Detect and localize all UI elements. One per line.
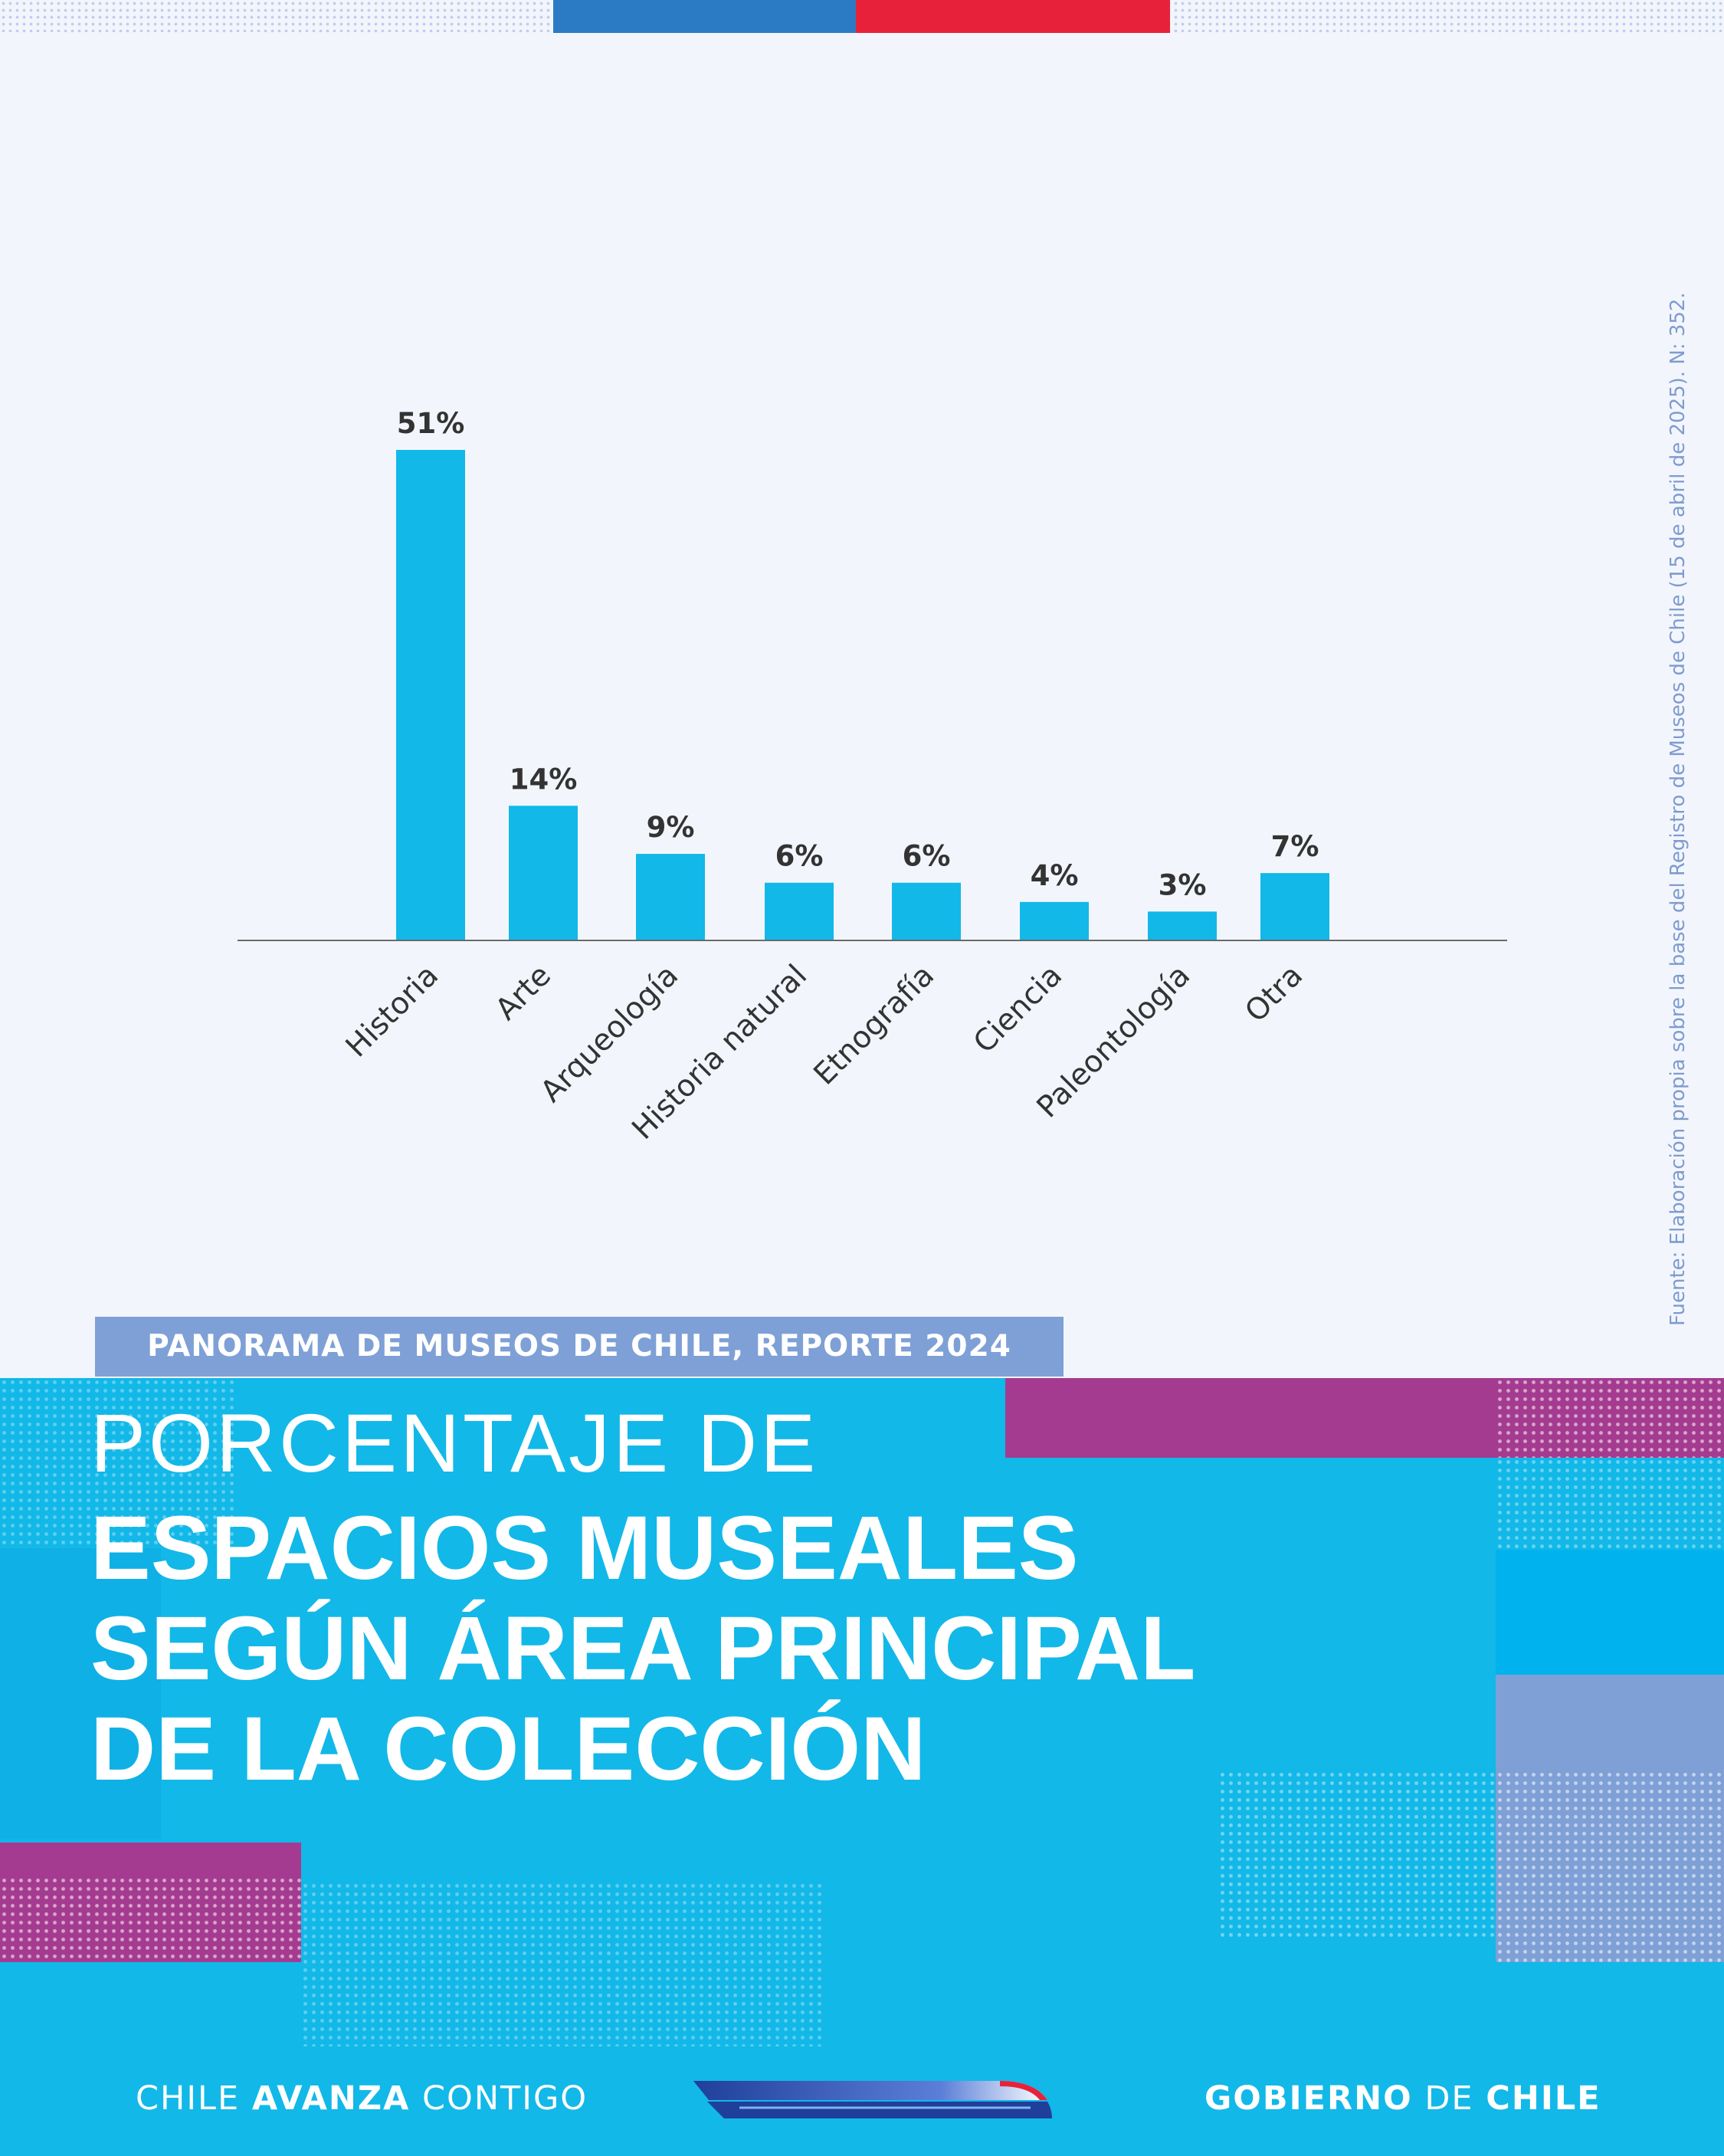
banner-deco-periwinkle-dots <box>1496 1770 1724 1962</box>
banner-deco-magenta-bottom-dots <box>0 1876 301 1962</box>
title-line-1: PORCENTAJE DE <box>90 1396 819 1489</box>
value-label-arte: 14% <box>510 763 578 796</box>
category-label-otra: Otra <box>1238 958 1309 1029</box>
train-swoosh-logo-icon <box>693 2081 1052 2118</box>
source-note: Fuente: Elaboración propia sobre la base… <box>1667 292 1690 1326</box>
value-label-arqueologia: 9% <box>647 811 695 844</box>
category-label-historia: Historia <box>339 958 445 1064</box>
banner-deco-bottom-dots <box>301 1882 826 2046</box>
bars-group <box>396 450 1329 940</box>
footer-slogan: CHILE AVANZA CONTIGO <box>136 2079 588 2118</box>
category-label-etnografia: Etnografía <box>808 958 941 1091</box>
bar-chart: 51%14%9%6% 6%4% 3%7% Historia ArteArqueolog… <box>238 407 1507 1147</box>
value-label-etnografia: 6% <box>903 840 951 873</box>
flag-red-bar <box>856 0 1170 33</box>
bar-paleontologia <box>1148 911 1217 940</box>
banner-deco-magenta-top <box>1005 1378 1496 1458</box>
title-line-2: ESPACIOS MUSEALES <box>90 1498 1079 1599</box>
report-tag: PANORAMA DE MUSEOS DE CHILE, REPORTE 202… <box>95 1317 1064 1377</box>
footer-slogan-part-2: AVANZA <box>251 2079 411 2118</box>
footer-government-part-2: DE <box>1412 2079 1486 2118</box>
banner-deco-magenta-bottom <box>0 1843 301 1876</box>
category-label-ciencia: Ciencia <box>967 958 1069 1060</box>
bar-historia <box>396 450 465 940</box>
banner-deco-right-dots <box>1496 1458 1724 1550</box>
category-label-arte: Arte <box>489 958 558 1027</box>
banner-deco-magenta-dots <box>1496 1378 1724 1458</box>
flag-blue-bar <box>553 0 856 33</box>
bar-ciencia <box>1020 901 1089 940</box>
value-label-historia-natural: 6% <box>775 840 824 873</box>
bar-etnografia <box>892 882 961 940</box>
title-line-4: DE LA COLECCIÓN <box>90 1698 926 1800</box>
banner-deco-left-block <box>0 1548 161 1839</box>
bar-arqueologia <box>636 854 705 940</box>
value-label-historia: 51% <box>397 407 465 440</box>
value-labels-group: 51% 14% 9% 6% 6% 4% 3% 7% <box>397 407 1319 901</box>
footer-government: GOBIERNO DE CHILE <box>1205 2079 1601 2118</box>
footer-slogan-part-1: CHILE <box>136 2079 252 2118</box>
bar-arte <box>509 806 578 940</box>
value-label-ciencia: 4% <box>1031 859 1079 892</box>
banner-deco-right-block <box>1496 1550 1724 1675</box>
footer-slogan-part-3: CONTIGO <box>410 2079 588 2118</box>
footer-government-part-1: GOBIERNO <box>1205 2079 1413 2118</box>
title-line-3: SEGÚN ÁREA PRINCIPAL <box>90 1598 1196 1699</box>
banner-deco-periwinkle-block <box>1496 1675 1724 1770</box>
bar-historia-natural <box>765 882 834 940</box>
footer-government-part-3: CHILE <box>1486 2079 1601 2118</box>
value-label-otra: 7% <box>1271 830 1319 863</box>
banner-deco-center-dots <box>1218 1770 1496 1939</box>
title-banner <box>0 1378 1724 2156</box>
value-label-paleontologia: 3% <box>1159 868 1207 901</box>
banner-deco-left-dots <box>0 1378 238 1548</box>
bar-otra <box>1260 873 1329 940</box>
